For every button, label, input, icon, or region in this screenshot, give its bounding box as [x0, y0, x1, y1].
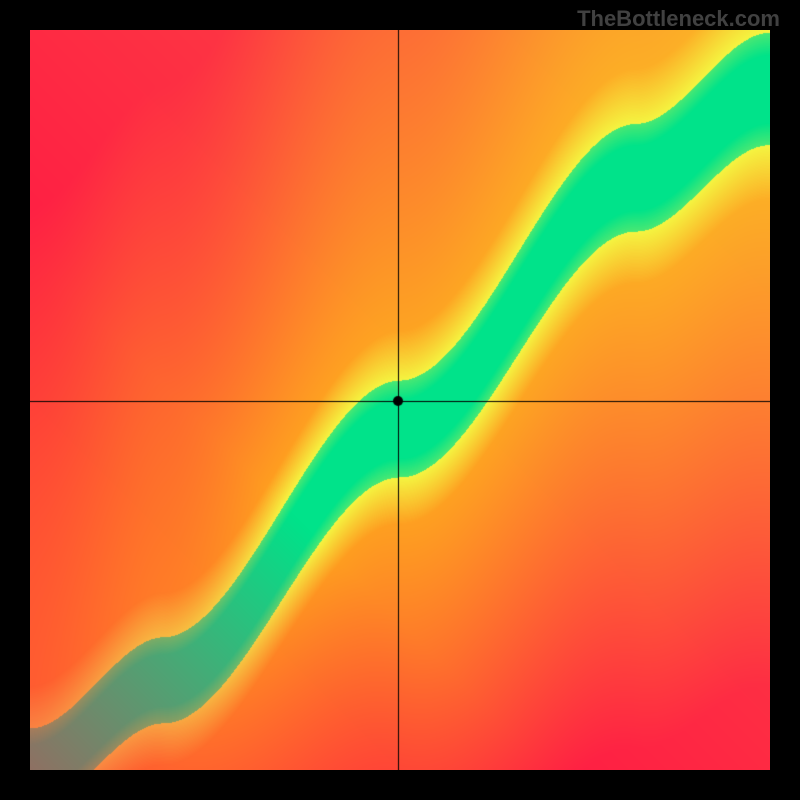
chart-container: TheBottleneck.com [0, 0, 800, 800]
watermark-text: TheBottleneck.com [577, 6, 780, 32]
bottleneck-heatmap [30, 30, 770, 770]
